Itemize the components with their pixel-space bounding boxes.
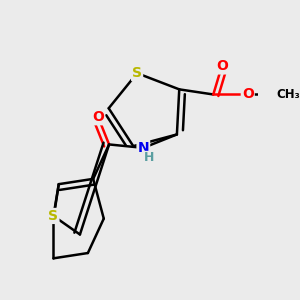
Text: O: O [242, 88, 254, 101]
Text: S: S [132, 66, 142, 80]
Text: N: N [137, 141, 149, 155]
Text: O: O [216, 59, 228, 74]
Text: S: S [49, 209, 58, 223]
Text: CH₃: CH₃ [277, 88, 300, 101]
Text: H: H [144, 152, 154, 164]
Text: O: O [92, 110, 104, 124]
